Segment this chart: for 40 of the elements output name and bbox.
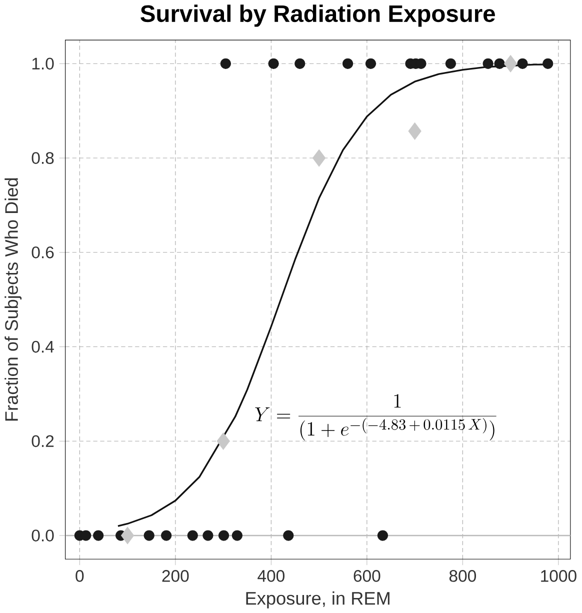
- point: [161, 530, 172, 541]
- y-tick-label: 0.4: [32, 340, 54, 353]
- point: [294, 58, 306, 69]
- point: [144, 530, 155, 541]
- point: [494, 58, 505, 69]
- x-axis-title: Exposure, in REM: [246, 591, 390, 608]
- y-tick-label: 1.0: [32, 58, 54, 70]
- chart-title: Survival by Radiation Exposure: [140, 4, 496, 27]
- y-tick-label: 0.6: [32, 246, 54, 258]
- point: [366, 58, 376, 69]
- x-tick-label: 400: [258, 570, 285, 582]
- point: [218, 530, 230, 541]
- point: [268, 58, 280, 69]
- point: [202, 530, 214, 541]
- y-tick-label: 0.2: [32, 435, 54, 448]
- point: [446, 58, 456, 69]
- x-tick-label: 1000: [541, 570, 577, 582]
- x-tick-label: 200: [162, 570, 189, 582]
- point: [220, 58, 232, 69]
- x-tick-label: 600: [354, 570, 380, 582]
- point: [121, 526, 134, 544]
- point: [504, 55, 518, 72]
- point: [283, 530, 294, 541]
- annotation: $Y=\frac{1}{(1+e^{-(-4.83\,+\,0.0115\,X)})}$: [255, 394, 496, 441]
- point: [378, 530, 388, 541]
- y-tick-label: 0.8: [32, 152, 54, 164]
- point: [93, 530, 104, 541]
- x-tick-label: 800: [450, 570, 476, 582]
- y-axis-title: Fraction of Subjects Who Died: [4, 178, 22, 421]
- point: [482, 58, 494, 69]
- y-tick-label: 0.0: [32, 530, 54, 542]
- x-tick-label: 0: [76, 570, 84, 582]
- point: [542, 58, 554, 69]
- point: [312, 149, 326, 167]
- point: [408, 122, 422, 140]
- point: [187, 530, 198, 541]
- point: [342, 58, 354, 69]
- point: [517, 58, 528, 69]
- point: [216, 432, 230, 450]
- point: [232, 530, 243, 541]
